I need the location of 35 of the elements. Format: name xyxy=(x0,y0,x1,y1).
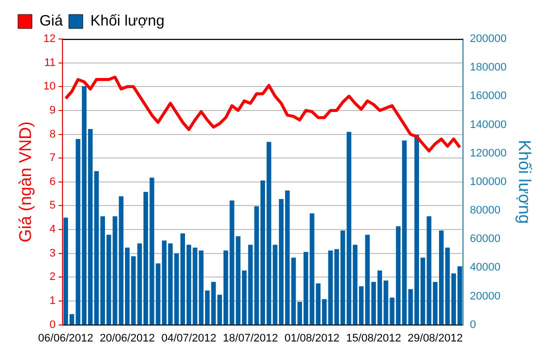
y-tick-label: 8 xyxy=(50,128,56,140)
y-tick-label: 0 xyxy=(50,318,56,331)
y2-tick-label: 120000 xyxy=(470,147,507,160)
y2-tick-label: 180000 xyxy=(470,62,507,74)
y2-tick-label: 80000 xyxy=(470,204,500,217)
y2-tick-label: 60000 xyxy=(470,233,500,246)
x-tick-label: 18/07/2012 xyxy=(222,332,278,344)
y-tick-label: 2 xyxy=(50,271,56,284)
y-tick-label: 6 xyxy=(50,176,56,188)
y2-tick-label: 100000 xyxy=(470,176,507,188)
y-tick-label: 5 xyxy=(50,200,56,212)
y-tick-label: 11 xyxy=(44,56,56,69)
y-tick-label: 9 xyxy=(50,104,56,116)
y2-tick-label: 160000 xyxy=(470,90,507,102)
y2-tick-label: 200000 xyxy=(470,33,507,46)
x-tick-label: 04/07/2012 xyxy=(161,332,216,344)
y-tick-label: 4 xyxy=(50,224,56,236)
y-axis-title: Giá (ngàn VND) xyxy=(16,121,35,242)
y2-tick-label: 140000 xyxy=(470,118,507,131)
y-tick-label: 1 xyxy=(50,295,56,308)
legend-label: Giá xyxy=(40,12,64,30)
y-tick-label: 3 xyxy=(50,247,56,260)
y2-tick-label: 0 xyxy=(470,318,476,331)
y2-tick-label: 20000 xyxy=(470,290,500,302)
x-tick-label: 20/06/2012 xyxy=(100,332,155,344)
x-tick-label: 15/08/2012 xyxy=(346,332,402,344)
y-tick-label: 10 xyxy=(43,80,56,93)
y-tick-label: 7 xyxy=(50,152,56,164)
y2-axis-title: Khối lượng xyxy=(515,140,534,224)
x-tick-label: 01/08/2012 xyxy=(284,332,340,344)
x-tick-label: 29/08/2012 xyxy=(408,332,463,344)
y-tick-label: 12 xyxy=(43,33,56,46)
x-tick-label: 06/06/2012 xyxy=(38,332,94,344)
y2-tick-label: 40000 xyxy=(470,262,500,274)
legend-label: Khối lượng xyxy=(90,12,164,30)
